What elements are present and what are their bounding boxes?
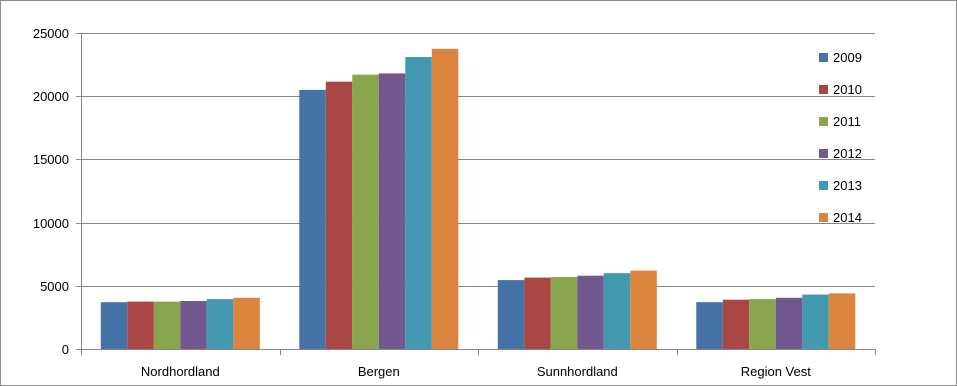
legend-label-2012: 2012 (833, 146, 862, 161)
legend-swatch-2013 (819, 181, 828, 190)
axes (76, 33, 876, 355)
bar-2014-bergen (431, 48, 459, 350)
y-tick-label: 10000 (33, 216, 69, 231)
bar-2014-nordhordland (233, 297, 260, 349)
x-tick-label: Sunnhordland (537, 364, 618, 379)
legend: 2009 2010 2011 2012 2013 2014 (819, 50, 862, 225)
x-tick-label: Region Vest (741, 364, 811, 379)
y-tick-label: 20000 (33, 89, 69, 104)
bar-2010-sunnhordland (524, 277, 551, 349)
bar-2010-nordhordland (127, 301, 154, 349)
legend-swatch-2009 (819, 53, 828, 62)
y-tick-label: 5000 (40, 279, 69, 294)
x-axis-tick-labels: Nordhordland Bergen Sunnhordland Region Ves… (141, 364, 811, 379)
bar-2009-bergen (299, 89, 326, 350)
legend-swatch-2012 (819, 149, 828, 158)
bars (100, 48, 856, 350)
bar-2014-region-vest (828, 293, 856, 349)
legend-swatch-2011 (819, 117, 828, 126)
bar-2011-nordhordland (153, 301, 181, 349)
legend-swatch-2014 (819, 213, 828, 222)
legend-label-2014: 2014 (833, 210, 862, 225)
y-tick-label: 15000 (33, 152, 69, 167)
bar-2013-sunnhordland (603, 273, 631, 349)
bar-2010-region-vest (722, 299, 750, 349)
y-tick-label: 25000 (33, 26, 69, 41)
bar-2009-nordhordland (100, 302, 128, 349)
bar-2009-sunnhordland (497, 280, 525, 349)
legend-label-2009: 2009 (833, 50, 862, 65)
bar-2012-sunnhordland (577, 275, 604, 349)
legend-label-2010: 2010 (833, 82, 862, 97)
y-tick-label: 0 (62, 342, 69, 357)
bar-2013-region-vest (802, 294, 829, 349)
y-axis-tick-labels: 0 5000 10000 15000 20000 25000 (33, 26, 69, 357)
x-tick-label: Nordhordland (141, 364, 220, 379)
legend-swatch-2010 (819, 85, 828, 94)
bar-2011-sunnhordland (550, 277, 578, 349)
bar-2012-region-vest (775, 297, 803, 349)
bar-2011-region-vest (749, 299, 776, 349)
bar-2012-bergen (378, 73, 406, 350)
bar-2013-bergen (405, 57, 432, 349)
bar-2011-bergen (352, 74, 379, 349)
bar-2013-nordhordland (206, 299, 234, 349)
x-tick-label: Bergen (358, 364, 400, 379)
bar-2009-region-vest (696, 302, 723, 349)
gridlines (81, 33, 875, 287)
bar-2014-sunnhordland (630, 270, 657, 349)
legend-label-2013: 2013 (833, 178, 862, 193)
bar-2012-nordhordland (180, 301, 207, 349)
legend-label-2011: 2011 (833, 114, 861, 129)
bar-2010-bergen (325, 81, 353, 349)
